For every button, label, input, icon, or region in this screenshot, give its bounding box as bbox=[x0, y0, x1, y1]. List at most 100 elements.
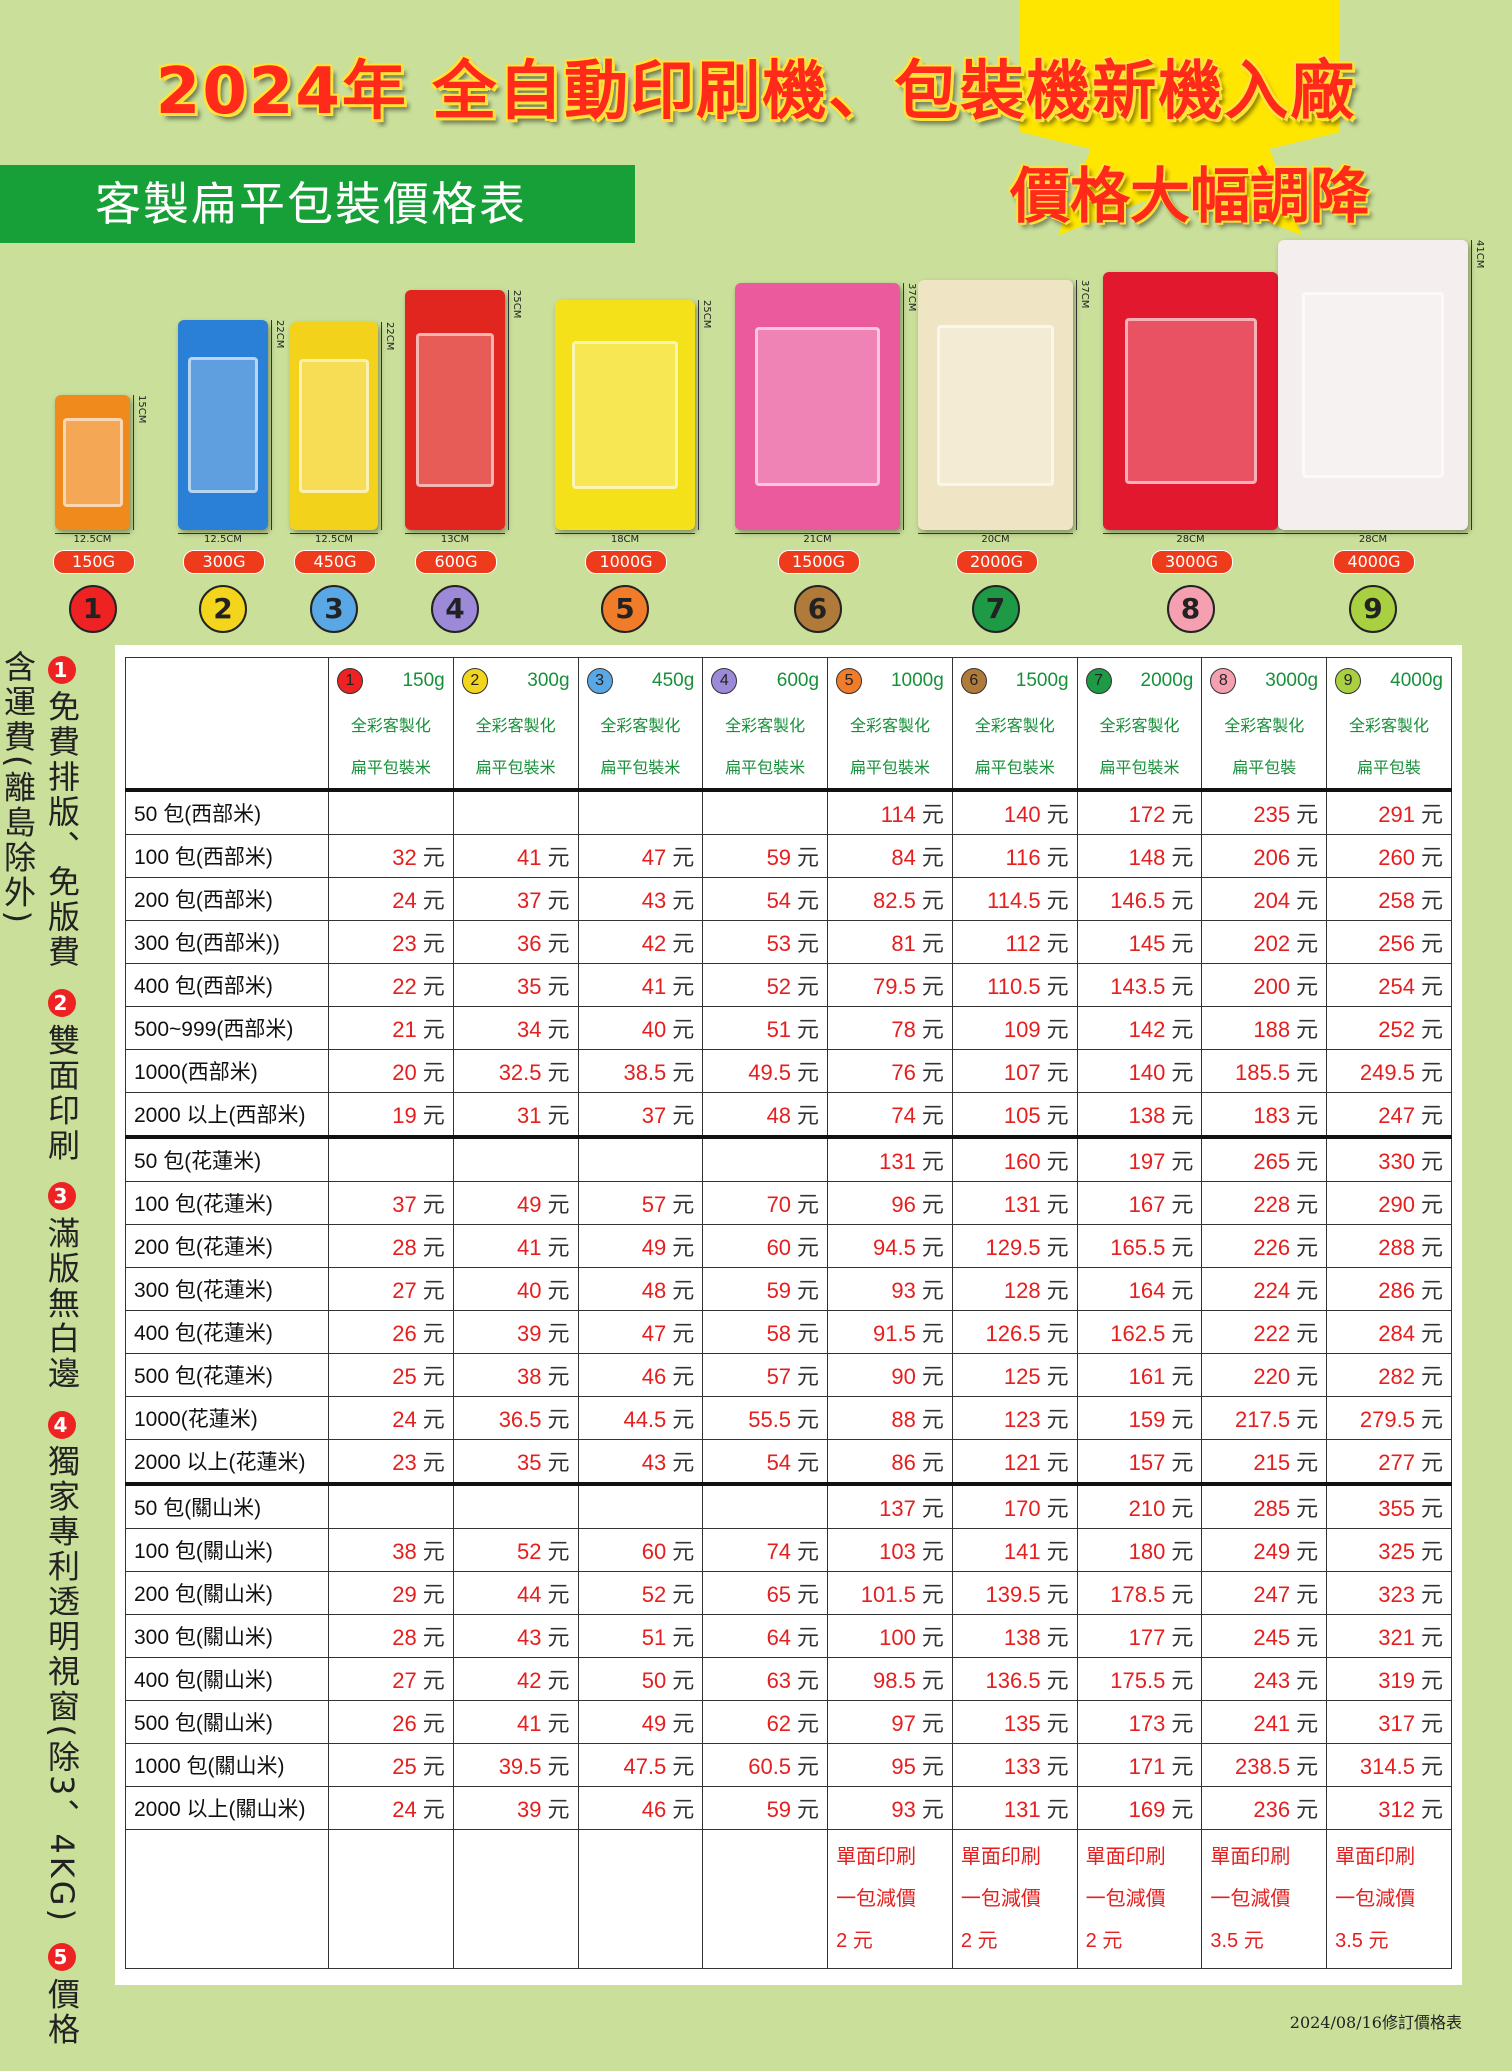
price-cell: 236 元 bbox=[1201, 1786, 1328, 1830]
price-unit: 元 bbox=[547, 1754, 570, 1779]
price-value: 167 bbox=[1128, 1192, 1166, 1217]
header-product-6: 6 1500g 全彩客製化 扁平包裝米 bbox=[951, 657, 1078, 792]
price-unit: 元 bbox=[921, 1407, 944, 1432]
row-label: 1000(花蓮米) bbox=[125, 1396, 329, 1440]
price-unit: 元 bbox=[1046, 802, 1069, 827]
price-cell: 100 元 bbox=[827, 1614, 953, 1658]
header-weight: 150g bbox=[402, 670, 445, 691]
price-unit: 元 bbox=[547, 1407, 570, 1432]
price-unit: 元 bbox=[547, 1192, 570, 1217]
price-value: 160 bbox=[1003, 1149, 1041, 1174]
price-value: 34 bbox=[517, 1017, 542, 1042]
price-value: 145 bbox=[1128, 931, 1166, 956]
row-label: 300 包(關山米) bbox=[125, 1614, 329, 1658]
price-unit: 元 bbox=[797, 845, 820, 870]
price-cell: 215 元 bbox=[1201, 1439, 1328, 1485]
price-value: 183 bbox=[1253, 1103, 1291, 1128]
price-unit: 元 bbox=[1046, 1450, 1069, 1475]
price-unit: 元 bbox=[672, 1625, 695, 1650]
weight-badge: 1500G bbox=[777, 550, 860, 574]
price-value: 131 bbox=[879, 1149, 916, 1174]
price-unit: 元 bbox=[1171, 1235, 1194, 1260]
header-line-2: 扁平包裝米 bbox=[974, 760, 1055, 777]
price-cell: 317 元 bbox=[1326, 1700, 1452, 1744]
price-unit: 元 bbox=[1171, 1407, 1194, 1432]
note-line: 一包減價 bbox=[1085, 1888, 1166, 1910]
price-cell: 48 元 bbox=[577, 1267, 704, 1311]
price-cell: 94.5 元 bbox=[827, 1224, 953, 1268]
price-cell: 139.5 元 bbox=[951, 1571, 1078, 1615]
product-bag-3 bbox=[290, 322, 378, 530]
price-unit: 元 bbox=[422, 1668, 445, 1693]
discount-note: 單面印刷 一包減價 3.5 元 bbox=[1201, 1829, 1328, 1969]
note-line: 單面印刷 bbox=[1085, 1846, 1166, 1868]
price-cell: 78 元 bbox=[827, 1006, 953, 1050]
price-unit: 元 bbox=[1420, 1192, 1443, 1217]
price-value: 110.5 bbox=[987, 974, 1041, 999]
price-cell: 238.5 元 bbox=[1201, 1743, 1328, 1787]
price-value: 63 bbox=[766, 1668, 792, 1693]
price-unit: 元 bbox=[921, 845, 944, 870]
price-value: 256 bbox=[1378, 931, 1415, 956]
price-value: 41 bbox=[517, 845, 542, 870]
price-unit: 元 bbox=[1171, 1668, 1194, 1693]
header-line-2: 扁平包裝米 bbox=[475, 760, 556, 777]
table-row: 50 包(西部米) 114 元 140 元 172 元 235 元 291 元 bbox=[125, 789, 1452, 835]
table-row: 300 包(花蓮米) 27 元 40 元 48 元 59 元 93 元 128 元 164 元 224 元 286… bbox=[125, 1267, 1452, 1311]
price-cell: 74 元 bbox=[827, 1092, 953, 1138]
row-label: 200 包(西部米) bbox=[125, 877, 329, 921]
price-unit: 元 bbox=[547, 1450, 570, 1475]
table-row: 1000(西部米) 20 元 32.5 元 38.5 元 49.5 元 76 元 107 元 140 元 18… bbox=[125, 1049, 1452, 1093]
price-unit: 元 bbox=[1296, 1278, 1319, 1303]
bag-height-label: 22CM bbox=[271, 320, 285, 530]
price-unit: 元 bbox=[672, 1235, 695, 1260]
price-unit: 元 bbox=[1296, 1539, 1319, 1564]
weight-badge: 300G bbox=[183, 550, 265, 574]
price-unit: 元 bbox=[1420, 1496, 1443, 1521]
price-value: 121 bbox=[1003, 1450, 1041, 1475]
price-cell: 63 元 bbox=[702, 1657, 829, 1701]
price-unit: 元 bbox=[672, 1711, 695, 1736]
weight-badge: 600G bbox=[415, 550, 497, 574]
price-value: 177 bbox=[1128, 1625, 1166, 1650]
price-value: 185.5 bbox=[1235, 1060, 1291, 1085]
price-value: 38.5 bbox=[623, 1060, 667, 1085]
row-label: 1000 包(關山米) bbox=[125, 1743, 329, 1787]
price-value: 36.5 bbox=[498, 1407, 542, 1432]
price-unit: 元 bbox=[921, 1103, 944, 1128]
price-unit: 元 bbox=[1296, 1235, 1319, 1260]
price-cell: 39 元 bbox=[452, 1310, 579, 1354]
price-unit: 元 bbox=[1171, 1539, 1194, 1564]
price-value: 47.5 bbox=[623, 1754, 667, 1779]
header-product-4: 4 600g 全彩客製化 扁平包裝米 bbox=[702, 657, 829, 792]
price-value: 32 bbox=[392, 845, 417, 870]
note-line: 單面印刷 bbox=[1335, 1846, 1416, 1868]
product-number-icon: 1 bbox=[68, 585, 117, 633]
price-value: 48 bbox=[766, 1103, 792, 1128]
price-unit: 元 bbox=[1171, 888, 1194, 913]
price-value: 169 bbox=[1128, 1797, 1166, 1822]
header-line-2: 扁平包裝米 bbox=[600, 760, 681, 777]
price-cell: 220 元 bbox=[1201, 1353, 1328, 1397]
price-cell: 42 元 bbox=[577, 920, 704, 964]
price-value: 114.5 bbox=[987, 888, 1041, 913]
price-value: 59 bbox=[766, 1278, 792, 1303]
price-value: 26 bbox=[392, 1321, 417, 1346]
price-unit: 元 bbox=[921, 1278, 944, 1303]
price-cell: 162.5 元 bbox=[1076, 1310, 1203, 1354]
price-unit: 元 bbox=[422, 1539, 445, 1564]
price-value: 62 bbox=[766, 1711, 792, 1736]
price-cell: 290 元 bbox=[1326, 1181, 1452, 1225]
price-value: 148 bbox=[1128, 845, 1166, 870]
price-value: 247 bbox=[1253, 1582, 1291, 1607]
note-line: 一包減價 bbox=[1210, 1888, 1291, 1910]
price-unit: 元 bbox=[797, 1407, 820, 1432]
price-value: 43 bbox=[517, 1625, 542, 1650]
product-number-icon: 5 bbox=[836, 668, 863, 694]
price-cell: 105 元 bbox=[951, 1092, 1078, 1138]
row-label: 50 包(花蓮米) bbox=[125, 1135, 329, 1182]
price-cell: 47.5 元 bbox=[577, 1743, 704, 1787]
bag-height-label: 22CM bbox=[381, 322, 395, 530]
product-number-icon: 7 bbox=[1085, 668, 1112, 694]
price-value: 125 bbox=[1003, 1364, 1041, 1389]
